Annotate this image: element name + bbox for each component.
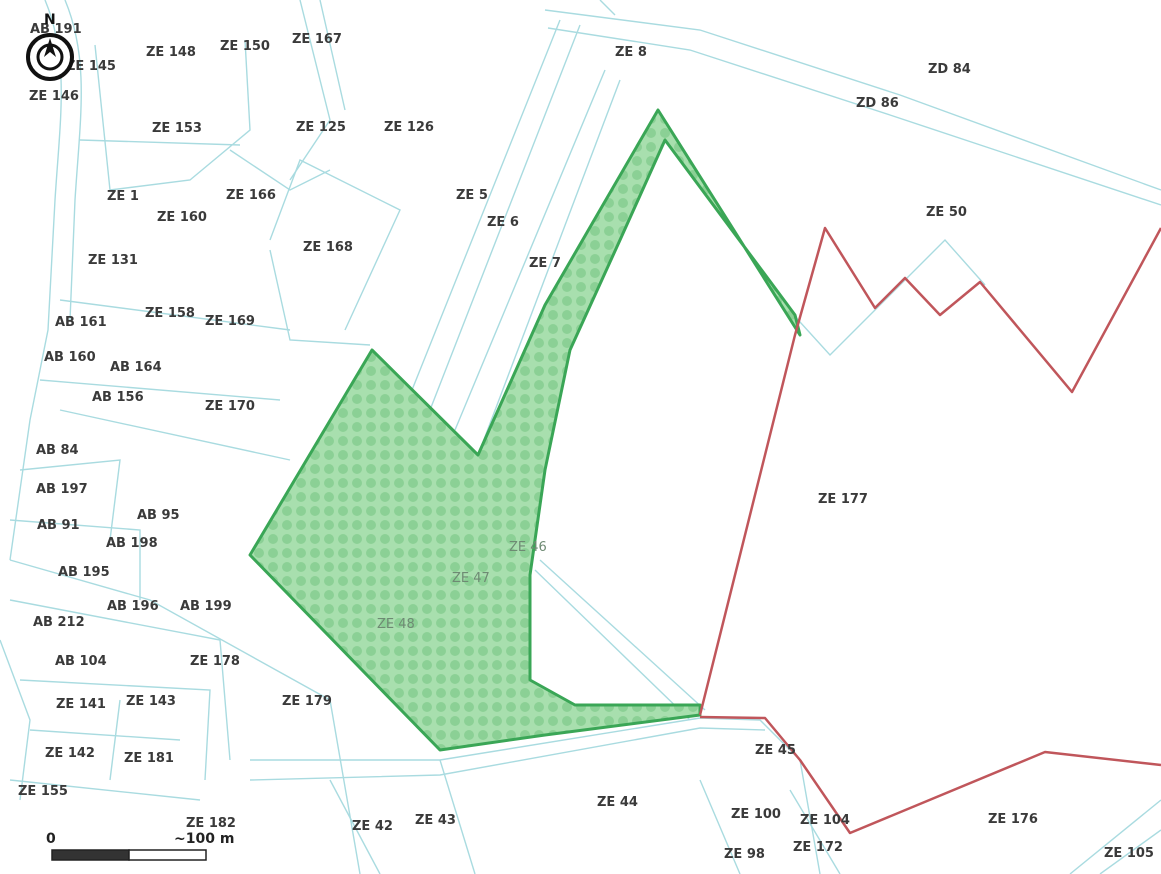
parcel-label-ab199: AB 199 <box>180 599 232 614</box>
parcel-label-ze166: ZE 166 <box>226 188 276 203</box>
parcel-label-ze8: ZE 8 <box>615 45 647 60</box>
parcel-label-ab197: AB 197 <box>36 482 88 497</box>
parcel-label-ze98: ZE 98 <box>724 847 765 862</box>
parcel-label-zd84: ZD 84 <box>928 62 971 77</box>
parcel-label-ab212: AB 212 <box>33 615 85 630</box>
parcel-label-ze146: ZE 146 <box>29 89 79 104</box>
selected-area[interactable] <box>248 108 802 752</box>
parcel-label-ze45: ZE 45 <box>755 743 796 758</box>
parcel-label-ze104: ZE 104 <box>800 813 850 828</box>
parcel-label-ze44: ZE 44 <box>597 795 638 810</box>
north-arrow: N <box>26 12 74 81</box>
parcel-label-ze125: ZE 125 <box>296 120 346 135</box>
parcel-label-ze142: ZE 142 <box>45 746 95 761</box>
parcel-label-ze7: ZE 7 <box>529 256 561 271</box>
parcel-label-ze145: ZE 145 <box>66 59 116 74</box>
parcel-label-ab84: AB 84 <box>36 443 79 458</box>
parcel-label-ab95: AB 95 <box>137 508 180 523</box>
parcel-label-ab161: AB 161 <box>55 315 107 330</box>
scale-bar: 0 ~100 m <box>46 831 234 861</box>
parcel-label-ze100: ZE 100 <box>731 807 781 822</box>
parcel-label-ze150: ZE 150 <box>220 39 270 54</box>
parcel-label-ze126: ZE 126 <box>384 120 434 135</box>
red-boundary <box>698 226 1161 835</box>
parcel-label-ze6: ZE 6 <box>487 215 519 230</box>
parcel-label-ze182: ZE 182 <box>186 816 236 831</box>
parcel-label-ab195: AB 195 <box>58 565 110 580</box>
parcel-label-ze178: ZE 178 <box>190 654 240 669</box>
parcel-label-ze148: ZE 148 <box>146 45 196 60</box>
scale-start-label: 0 <box>46 831 56 847</box>
parcel-label-ze176: ZE 176 <box>988 812 1038 827</box>
parcel-label-ze168: ZE 168 <box>303 240 353 255</box>
parcel-label-ab91: AB 91 <box>37 518 80 533</box>
parcel-label-ze42: ZE 42 <box>352 819 393 834</box>
parcel-label-ze5: ZE 5 <box>456 188 488 203</box>
parcel-label-ze47: ZE 47 <box>452 571 490 586</box>
parcel-label-ab104: AB 104 <box>55 654 107 669</box>
parcel-label-ze169: ZE 169 <box>205 314 255 329</box>
parcel-label-ze105: ZE 105 <box>1104 846 1154 861</box>
parcel-label-zd86: ZD 86 <box>856 96 899 111</box>
parcel-label-ze177: ZE 177 <box>818 492 868 507</box>
parcel-label-ze181: ZE 181 <box>124 751 174 766</box>
parcel-label-ze170: ZE 170 <box>205 399 255 414</box>
parcel-label-ze172: ZE 172 <box>793 840 843 855</box>
parcel-label-ab164: AB 164 <box>110 360 162 375</box>
parcel-label-ab160: AB 160 <box>44 350 96 365</box>
parcel-label-ze158: ZE 158 <box>145 306 195 321</box>
parcel-label-ab191: AB 191 <box>30 22 82 37</box>
north-letter: N <box>44 12 56 28</box>
parcel-label-ze155: ZE 155 <box>18 784 68 799</box>
parcel-label-ab156: AB 156 <box>92 390 144 405</box>
scale-end-label: ~100 m <box>174 831 234 847</box>
parcel-label-ze131: ZE 131 <box>88 253 138 268</box>
parcel-label-ze167: ZE 167 <box>292 32 342 47</box>
parcel-label-ze179: ZE 179 <box>282 694 332 709</box>
parcel-label-ze153: ZE 153 <box>152 121 202 136</box>
parcel-label-ze46: ZE 46 <box>509 540 547 555</box>
parcel-label-ze43: ZE 43 <box>415 813 456 828</box>
parcel-label-ze48: ZE 48 <box>377 617 415 632</box>
parcel-label-ze50: ZE 50 <box>926 205 967 220</box>
parcel-label-ze141: ZE 141 <box>56 697 106 712</box>
parcel-label-ze160: ZE 160 <box>157 210 207 225</box>
parcel-label-ab198: AB 198 <box>106 536 158 551</box>
parcel-label-ze143: ZE 143 <box>126 694 176 709</box>
parcel-labels: AB 191 ZE 145 ZE 146 ZE 148 ZE 150 ZE 16… <box>18 22 1154 862</box>
parcel-label-ze1: ZE 1 <box>107 189 139 204</box>
parcel-label-ab196: AB 196 <box>107 599 159 614</box>
